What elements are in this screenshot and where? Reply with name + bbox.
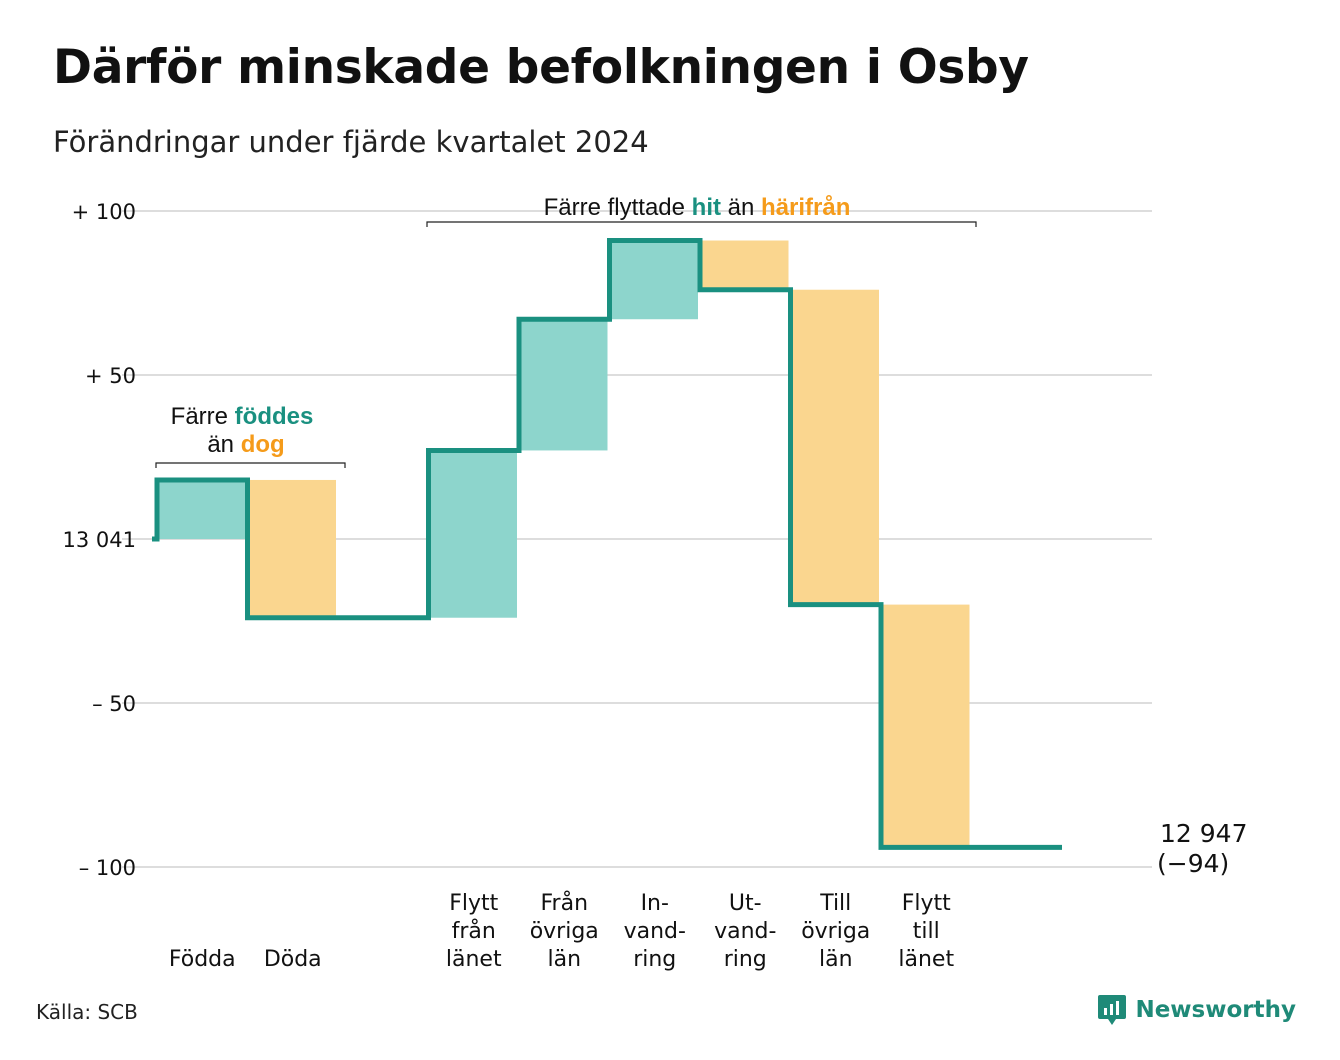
grid-lines xyxy=(122,210,1152,868)
bar-tillövrigalän xyxy=(792,289,879,605)
annotation-births-prefix: Färre xyxy=(171,403,228,430)
annotation-births-bracket xyxy=(155,462,346,468)
annotation-births: Färre föddes än dog xyxy=(155,403,346,468)
bar-födda xyxy=(159,479,246,539)
brand-logo: Newsworthy xyxy=(1097,993,1296,1027)
end-label: 12 947 (−94) xyxy=(1157,819,1247,878)
source-note: Källa: SCB xyxy=(36,1000,138,1024)
bar-flyttfrånlänet xyxy=(430,450,517,618)
bar-utvandring xyxy=(702,240,789,290)
category-label: vand- xyxy=(624,919,686,944)
category-labels: Födda DödaFlyttfrånlänetFrånövrigalänIn-v… xyxy=(169,890,955,972)
bar-frånövrigalän xyxy=(521,319,608,451)
category-label: Ut- xyxy=(729,891,762,916)
end-change: (−94) xyxy=(1157,849,1229,878)
category-label: länet xyxy=(898,947,954,972)
category-label: In- xyxy=(641,891,669,916)
y-tick-label: + 50 xyxy=(85,364,136,388)
category-label: län xyxy=(819,947,853,972)
category-label: Döda xyxy=(264,947,322,972)
bar-flytttilllänet xyxy=(883,604,970,848)
svg-text:Färre föddes: Färre föddes xyxy=(171,403,314,430)
annotation-migration-word1: hit xyxy=(692,194,721,221)
category-label: övriga xyxy=(801,919,870,944)
category-label: till xyxy=(913,919,940,944)
annotation-births-word2: dog xyxy=(241,431,285,458)
category-label: län xyxy=(547,947,581,972)
y-axis: + 100 + 50 13 041 – 50 – 100 xyxy=(63,200,136,880)
annotation-migration-bracket xyxy=(426,221,977,227)
bar-döda xyxy=(249,479,336,618)
category-label: från xyxy=(452,918,496,944)
annotation-migration: Färre flyttade hit än härifrån xyxy=(426,194,977,227)
category-label: övriga xyxy=(530,919,599,944)
annotation-migration-middle: än xyxy=(728,194,755,221)
category-label: ring xyxy=(633,947,676,972)
category-label: Flytt xyxy=(902,891,951,916)
y-tick-label: 13 041 xyxy=(63,528,136,552)
brand-name: Newsworthy xyxy=(1135,997,1296,1023)
category-label: Från xyxy=(540,890,588,916)
category-label: länet xyxy=(446,947,502,972)
bar-invandring xyxy=(611,240,698,320)
category-label: vand- xyxy=(714,919,776,944)
category-label: ring xyxy=(724,947,767,972)
bars xyxy=(159,240,970,848)
annotation-migration-word2: härifrån xyxy=(761,194,850,221)
svg-text:Färre flyttade hit: Färre flyttade hit än härifrån xyxy=(544,194,851,221)
y-tick-label: + 100 xyxy=(72,200,136,224)
annotation-births-word1: föddes xyxy=(235,403,314,430)
svg-text:än dog: än dog xyxy=(207,431,284,458)
end-value: 12 947 xyxy=(1160,819,1247,848)
y-tick-label: – 100 xyxy=(79,856,136,880)
newsworthy-logo-icon xyxy=(1098,995,1127,1025)
category-label: Födda xyxy=(169,947,236,972)
y-tick-label: – 50 xyxy=(92,692,136,716)
population-line-path xyxy=(152,238,1062,850)
category-label: Till xyxy=(819,891,851,916)
annotation-migration-prefix: Färre flyttade xyxy=(544,194,685,221)
annotation-births-middle: än xyxy=(207,431,234,458)
chart-title: Därför minskade befolkningen i Osby xyxy=(53,40,1029,95)
category-label: Flytt xyxy=(449,891,498,916)
population-line xyxy=(152,238,1062,850)
chart-subtitle: Förändringar under fjärde kvartalet 2024 xyxy=(53,125,649,159)
